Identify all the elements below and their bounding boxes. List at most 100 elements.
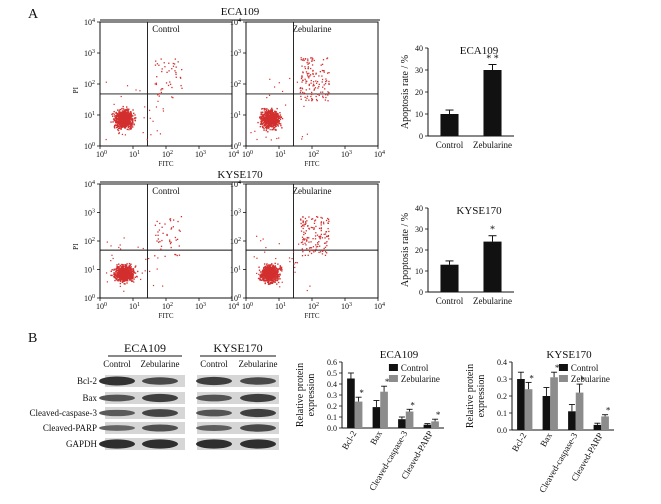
blot-band xyxy=(142,424,178,432)
blot-protein-labels: Bcl-2 Bax Cleaved-caspase-3 Cleaved-PARP GAP… xyxy=(30,376,98,449)
legend-label: Zebularine xyxy=(571,374,610,384)
blot-band xyxy=(99,376,135,386)
blot-band xyxy=(142,393,178,403)
y-tick-label: 40 xyxy=(415,44,423,53)
y-axis-label: Relative proteinexpression xyxy=(465,364,487,428)
flow-cytometry-plots: Control 100 101 102 103 104 FITC 100 101 102 103 10… xyxy=(72,18,385,320)
chart-title: ECA109 xyxy=(380,349,419,361)
y-tick-label: 0.0 xyxy=(327,424,337,433)
y-tick-label: 20 xyxy=(415,246,423,255)
bar-zebularine-bax xyxy=(550,377,558,430)
significance-mark: * * xyxy=(486,54,499,65)
flow-x-label: FITC xyxy=(304,312,320,320)
y-tick-label: 103 xyxy=(84,49,95,58)
protein-chart-2: ECA109 0.0 0.1 0.2 0.3 0.4 0.5 0.6 Relative prot… xyxy=(295,349,444,492)
flow-dots xyxy=(253,216,330,292)
x-tick-label: 100 xyxy=(242,150,253,159)
blot-band xyxy=(142,409,178,417)
apoptosis-chart-0: ECA109 0 10 20 30 40 Apoptosis rate / % Control… xyxy=(400,44,514,150)
y-tick-label: 0.1 xyxy=(497,409,507,418)
category-label: Zebularine xyxy=(473,140,512,150)
y-tick-label: 0.4 xyxy=(327,380,337,389)
x-tick-label: 104 xyxy=(374,302,385,311)
protein-chart-3: KYSE170 0.0 0.1 0.2 0.3 0.4 Relative proteinex… xyxy=(465,349,614,494)
blot-band xyxy=(240,408,276,418)
y-tick-label: 101 xyxy=(84,266,95,275)
y-tick-label: 101 xyxy=(230,111,241,120)
blot-label-cleaved-parp: Cleaved-PARP xyxy=(43,423,97,433)
x-tick-label: 100 xyxy=(96,150,107,159)
blot-label-bcl-2: Bcl-2 xyxy=(77,376,97,386)
flow-x-label: FITC xyxy=(158,160,174,168)
blot-bands xyxy=(99,375,279,450)
bar-control-cleaved-caspase-3 xyxy=(398,419,406,428)
blot-band xyxy=(196,409,232,417)
y-tick-label: 101 xyxy=(84,111,95,120)
x-tick-label: 102 xyxy=(308,150,319,159)
blot-band xyxy=(99,425,135,431)
bar-control xyxy=(440,114,459,136)
flow-plot-eca109-zebularine: Zebularine 100 101 102 103 104 FITC 100 101 102 10… xyxy=(230,18,385,168)
flow-dots xyxy=(250,57,330,141)
blot-band xyxy=(240,377,276,385)
x-tick-label: 100 xyxy=(242,302,253,311)
blot-band xyxy=(99,394,135,402)
x-tick-label: 103 xyxy=(341,302,352,311)
significance-mark: * xyxy=(580,375,585,385)
apoptosis-chart-1: KYSE170 0 10 20 30 40 Apoptosis rate / % Contro… xyxy=(400,204,514,306)
blot-band xyxy=(99,439,135,449)
y-tick-label: 103 xyxy=(230,209,241,218)
significance-mark: * xyxy=(385,377,390,387)
flow-x-label: FITC xyxy=(158,312,174,320)
x-tick-label: 103 xyxy=(195,150,206,159)
flow-title-eca109: ECA109 xyxy=(221,6,260,18)
blot-band xyxy=(196,376,232,386)
y-tick-label: 104 xyxy=(84,180,95,189)
bar-zebularine-cleaved-caspase-3 xyxy=(575,392,584,430)
bar-zebularine xyxy=(483,70,502,136)
x-tick-label: 103 xyxy=(195,302,206,311)
flow-x-label: FITC xyxy=(304,160,320,168)
flow-plot-kyse170-zebularine: Zebularine 100 101 102 103 104 FITC 100 101 102 10… xyxy=(230,180,385,320)
y-tick-label: 0.1 xyxy=(327,413,337,422)
flow-plot-eca109-control: Control 100 101 102 103 104 FITC 100 101 102 103 10… xyxy=(72,18,239,168)
bar-zebularine-cleaved-caspase-3 xyxy=(405,411,414,428)
blot-lane-kyse170-zebularine: Zebularine xyxy=(239,359,278,369)
blot-band xyxy=(240,424,276,432)
flow-plot-label: Control xyxy=(152,24,180,34)
flow-plot-label: Zebularine xyxy=(293,24,332,34)
category-label: Bcl-2 xyxy=(340,429,359,451)
y-tick-label: 102 xyxy=(230,80,241,89)
x-tick-label: 101 xyxy=(129,302,140,311)
flow-dots xyxy=(105,58,183,141)
bar-control-cleaved-caspase-3 xyxy=(568,411,576,430)
significance-mark: * xyxy=(529,373,534,383)
y-tick-label: 100 xyxy=(84,142,95,151)
bar-zebularine-bcl-2 xyxy=(524,389,533,430)
x-tick-label: 103 xyxy=(341,150,352,159)
significance-mark: * xyxy=(490,225,495,236)
y-tick-label: 104 xyxy=(84,18,95,27)
y-axis-label: Relative proteinexpression xyxy=(295,363,317,427)
y-tick-label: 0.3 xyxy=(497,375,507,384)
legend-swatch xyxy=(558,364,568,371)
blot-band xyxy=(240,439,276,449)
blot-band xyxy=(99,409,135,417)
blot-band xyxy=(196,394,232,402)
y-tick-label: 20 xyxy=(415,88,423,97)
blot-lane-eca109-control: Control xyxy=(103,359,131,369)
y-tick-label: 0.2 xyxy=(327,402,337,411)
x-tick-label: 104 xyxy=(228,302,239,311)
x-tick-label: 102 xyxy=(162,302,173,311)
flow-title-kyse170: KYSE170 xyxy=(217,169,263,181)
blot-lane-eca109-zebularine: Zebularine xyxy=(141,359,180,369)
y-tick-label: 100 xyxy=(84,294,95,303)
x-tick-label: 102 xyxy=(308,302,319,311)
legend-swatch xyxy=(388,375,398,382)
y-tick-label: 30 xyxy=(415,225,423,234)
blot-band xyxy=(240,393,276,403)
y-tick-label: 30 xyxy=(415,66,423,75)
bar-control-cleaved-parp xyxy=(423,424,432,428)
y-tick-label: 0.6 xyxy=(327,358,337,367)
